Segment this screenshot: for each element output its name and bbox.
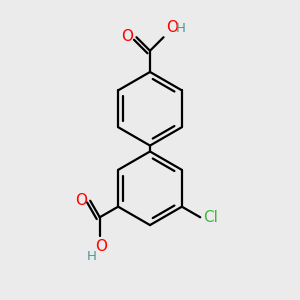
Text: O: O — [95, 239, 107, 254]
Text: O: O — [75, 193, 87, 208]
Text: O: O — [167, 20, 178, 35]
Text: H: H — [87, 250, 97, 263]
Text: Cl: Cl — [203, 210, 218, 225]
Text: O: O — [121, 29, 133, 44]
Text: H: H — [176, 22, 186, 35]
